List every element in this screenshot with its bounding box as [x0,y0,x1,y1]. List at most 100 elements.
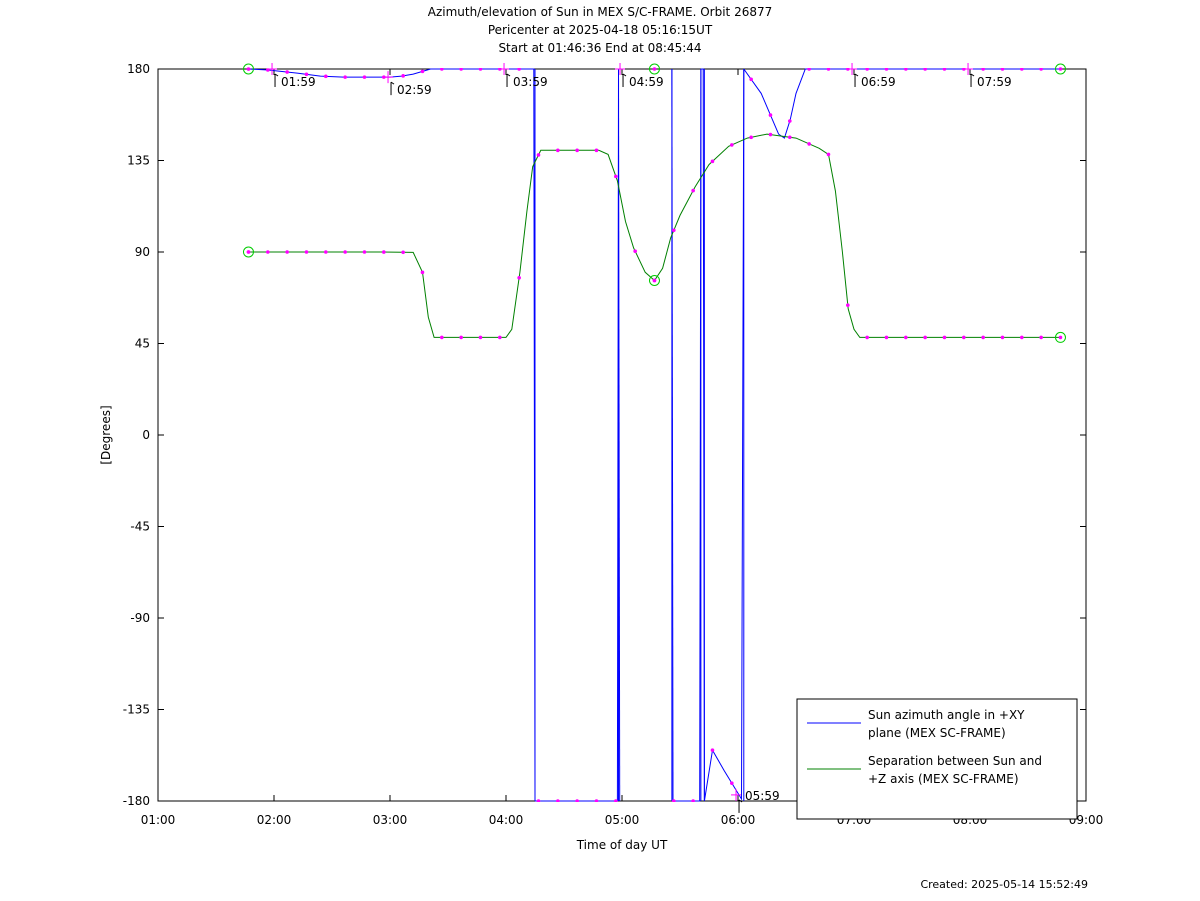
separation-sample-marker [285,250,289,254]
azimuth-sample-marker [923,68,927,71]
separation-sample-marker [324,250,328,254]
separation-sample-marker [459,335,463,340]
azimuth-sample-marker [575,799,579,802]
x-tick-label: 03:00 [373,813,408,827]
hour-marker-label: 07:59 [977,75,1012,89]
separation-sample-marker [923,335,927,340]
separation-sample-marker [362,250,367,254]
separation-sample-marker [749,135,753,140]
separation-sample-marker [420,270,425,275]
azimuth-sample-marker [536,799,541,802]
endpoint-circle [648,63,660,75]
hour-marker-pointer-head [854,73,859,77]
endpoint-dot [1058,335,1063,340]
azimuth-sample-marker [478,68,483,71]
azimuth-sample-marker [884,68,889,71]
separation-sample-marker [498,335,502,340]
azimuth-series-line [248,68,536,802]
legend-entry-1-line2: plane (MEX SC-FRAME) [868,726,1006,740]
y-tick-label: -180 [123,794,150,808]
azimuth-sample-marker [691,799,695,802]
endpoint-circle [242,63,254,75]
separation-sample-marker [440,335,444,340]
azimuth-sample-marker [459,68,463,71]
y-tick-label: 0 [142,428,150,442]
separation-sample-marker [710,159,715,164]
separation-sample-marker [826,152,831,157]
azimuth-series-line [673,68,702,802]
plot-area [246,68,1061,802]
azimuth-sample-marker [730,781,734,785]
separation-sample-marker [672,228,676,233]
legend-entry-1-line1: Sun azimuth angle in +XY [868,708,1025,722]
azimuth-sample-marker [285,70,289,74]
separation-sample-marker [691,188,695,193]
hour-marker-pointer-head [506,73,511,77]
separation-sample-marker [865,335,869,340]
azimuth-sample-marker [768,113,773,117]
hour-marker-label: 04:59 [629,75,664,89]
endpoint-circle [1054,331,1066,343]
separation-sample-marker [575,148,579,153]
y-tick-label: -45 [130,520,150,534]
azimuth-sample-marker [1020,68,1024,71]
separation-sample-marker [401,250,405,255]
separation-sample-marker [1000,335,1005,340]
azimuth-series-line [743,68,1061,139]
hour-marker-pointer-head [970,73,975,77]
azimuth-series-line [703,68,745,802]
y-tick-label: -135 [123,703,150,717]
azimuth-sample-marker [324,74,328,79]
chart-subtitle-start-end: Start at 01:46:36 End at 08:45:44 [498,41,702,55]
y-tick-label: 90 [135,245,150,259]
hour-marker-pointer-head [390,81,395,85]
y-tick-label: 135 [127,154,150,168]
separation-sample-marker [633,249,637,253]
azimuth-sample-marker [749,77,753,82]
separation-sample-marker [382,250,386,254]
legend-entry-2-line2: +Z axis (MEX SC-FRAME) [868,772,1019,786]
separation-sample-marker [266,250,270,254]
legend-box [796,698,1078,820]
y-axis-label: [Degrees] [99,405,113,464]
azimuth-sample-marker [420,69,425,74]
separation-sample-marker [846,303,850,307]
separation-sample-marker [1039,335,1043,340]
azimuth-sample-marker [304,72,309,77]
separation-sample-marker [942,335,947,340]
y-tick-label: -90 [130,611,150,625]
hour-marker-label: 03:59 [513,75,548,89]
y-tick-label: 45 [135,337,150,351]
endpoint-circle [1054,63,1066,75]
chart-title: Azimuth/elevation of Sun in MEX S/C-FRAM… [427,5,773,19]
endpoint-dot [246,67,251,71]
separation-sample-marker [304,250,309,254]
x-tick-label: 05:00 [605,813,640,827]
separation-sample-marker [768,132,773,137]
separation-sample-marker [343,250,347,254]
azimuth-sample-marker [401,74,405,78]
endpoint-circle [648,274,660,286]
azimuth-sample-marker [710,748,715,752]
azimuth-sample-marker [904,68,908,71]
azimuth-sample-marker [826,68,831,71]
separation-sample-marker [730,143,734,147]
hour-marker-label: 02:59 [397,83,432,97]
separation-sample-marker [1020,335,1024,340]
azimuth-sample-marker [865,68,869,71]
separation-sample-marker [807,142,811,146]
y-tick-label: 180 [127,62,150,76]
azimuth-sample-marker [788,119,792,123]
azimuth-sample-marker [1000,68,1005,71]
x-axis-label: Time of day UT [576,838,668,852]
legend-entry-2-line1: Separation between Sun and [868,754,1042,768]
separation-sample-marker [788,135,792,140]
separation-sample-marker [614,174,618,179]
created-timestamp: Created: 2025-05-14 15:52:49 [920,878,1088,891]
separation-sample-marker [556,148,560,153]
separation-sample-marker [981,335,985,340]
plot-frame [157,68,1087,802]
x-tick-label: 06:00 [721,813,756,827]
azimuth-sample-marker [1039,68,1043,71]
hour-marker-pointer-head [738,799,743,803]
